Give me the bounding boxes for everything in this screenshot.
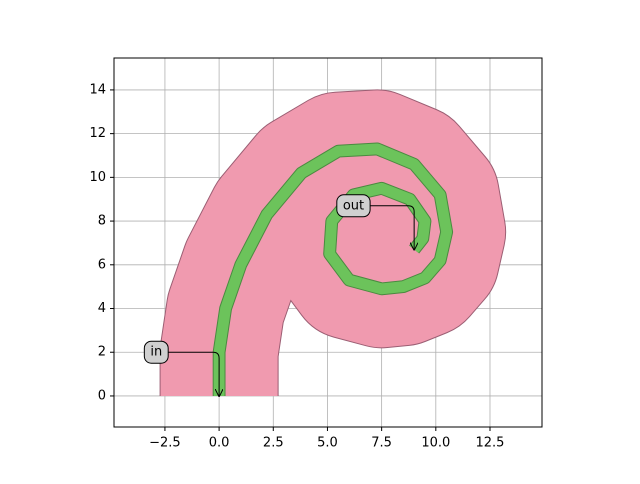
y-tick-label: 2	[98, 345, 106, 360]
x-tick-label: 12.5	[476, 436, 505, 451]
annotation-arrow	[168, 351, 219, 396]
annotation-text: in	[150, 345, 162, 360]
plot-frame	[113, 57, 543, 428]
x-tick-label: 5.0	[317, 436, 338, 451]
x-tick-label: 0.0	[209, 436, 230, 451]
y-tick-label: 14	[89, 82, 106, 97]
y-tick-label: 4	[98, 301, 106, 316]
annotation-text: out	[343, 198, 364, 213]
y-tick-label: 12	[89, 126, 106, 141]
x-tick-label: 7.5	[371, 436, 392, 451]
y-tick-label: 6	[98, 257, 106, 272]
x-tick-label: 10.0	[421, 436, 450, 451]
y-tick-label: 0	[98, 388, 106, 403]
path-body	[160, 90, 506, 411]
annotation-arrow	[370, 205, 414, 250]
x-tick-label: −2.5	[149, 436, 181, 451]
y-tick-label: 10	[89, 170, 106, 185]
y-tick-label: 8	[98, 214, 106, 229]
path-body	[213, 143, 453, 396]
x-tick-label: 2.5	[263, 436, 284, 451]
